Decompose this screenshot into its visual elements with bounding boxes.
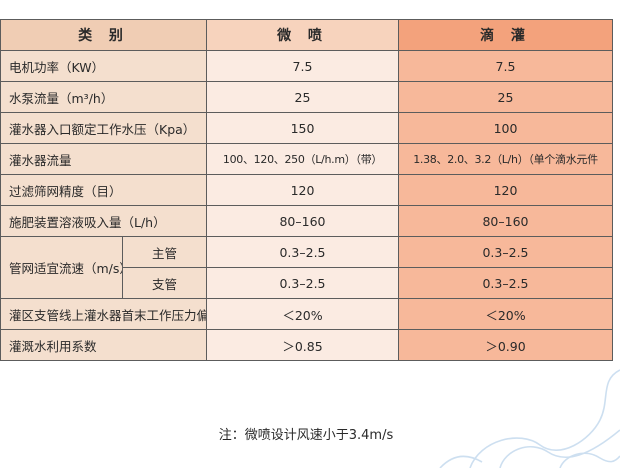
micro-value: 80–160 bbox=[206, 205, 399, 237]
row-label: 灌溉水利用系数 bbox=[0, 329, 207, 361]
row-label: 灌区支管线上灌水器首末工作压力偏差 bbox=[0, 298, 207, 330]
drip-value: 7.5 bbox=[398, 50, 613, 82]
header-micro-spray: 微 喷 bbox=[206, 19, 399, 51]
micro-value: ＞0.85 bbox=[206, 329, 399, 361]
table-row: 灌水器入口额定工作水压（Kpa） 150 100 bbox=[0, 112, 613, 144]
micro-value: 120 bbox=[206, 174, 399, 206]
row-label: 过滤筛网精度（目） bbox=[0, 174, 207, 206]
pipe-velocity-label: 管网适宜流速（m/s） bbox=[0, 236, 123, 299]
table-row: 灌区支管线上灌水器首末工作压力偏差 ＜20% ＜20% bbox=[0, 298, 613, 330]
table-row: 水泵流量（m³/h） 25 25 bbox=[0, 81, 613, 113]
branch-pipe-label: 支管 bbox=[122, 267, 207, 299]
drip-value: 25 bbox=[398, 81, 613, 113]
drip-value: 120 bbox=[398, 174, 613, 206]
header-drip-irrigation: 滴 灌 bbox=[398, 19, 613, 51]
header-category: 类 别 bbox=[0, 19, 207, 51]
drip-value: 80–160 bbox=[398, 205, 613, 237]
main-pipe-drip-value: 0.3–2.5 bbox=[398, 236, 613, 268]
table-row: 施肥装置溶液吸入量（L/h） 80–160 80–160 bbox=[0, 205, 613, 237]
table-row: 管网适宜流速（m/s） 主管 0.3–2.5 0.3–2.5 bbox=[0, 236, 613, 299]
table-row: 电机功率（KW） 7.5 7.5 bbox=[0, 50, 613, 82]
drip-value: ＜20% bbox=[398, 298, 613, 330]
branch-pipe-drip-value: 0.3–2.5 bbox=[398, 267, 613, 299]
micro-value: 100、120、250（L/h.m）（带） bbox=[206, 143, 399, 175]
micro-value: ＜20% bbox=[206, 298, 399, 330]
row-label: 灌水器入口额定工作水压（Kpa） bbox=[0, 112, 207, 144]
row-label: 水泵流量（m³/h） bbox=[0, 81, 207, 113]
table-row: 灌溉水利用系数 ＞0.85 ＞0.90 bbox=[0, 329, 613, 361]
table-row: 灌水器流量 100、120、250（L/h.m）（带） 1.38、2.0、3.2… bbox=[0, 143, 613, 175]
row-label: 施肥装置溶液吸入量（L/h） bbox=[0, 205, 207, 237]
drip-value: 100 bbox=[398, 112, 613, 144]
table-row: 过滤筛网精度（目） 120 120 bbox=[0, 174, 613, 206]
table-row: 支管 0.3–2.5 0.3–2.5 bbox=[1, 267, 613, 299]
row-label: 灌水器流量 bbox=[0, 143, 207, 175]
main-pipe-label: 主管 bbox=[122, 236, 207, 268]
micro-value: 150 bbox=[206, 112, 399, 144]
irrigation-parameter-table: 类 别 微 喷 滴 灌 电机功率（KW） 7.5 7.5 水泵流量（m³/h） … bbox=[0, 19, 613, 361]
table-footnote: 注：微喷设计风速小于3.4m/s bbox=[218, 428, 394, 443]
branch-pipe-micro-value: 0.3–2.5 bbox=[206, 267, 399, 299]
main-pipe-micro-value: 0.3–2.5 bbox=[206, 236, 399, 268]
drip-value: 1.38、2.0、3.2（L/h）（单个滴水元件 bbox=[398, 143, 613, 175]
table-header-row: 类 别 微 喷 滴 灌 bbox=[0, 19, 613, 51]
micro-value: 25 bbox=[206, 81, 399, 113]
drip-value: ＞0.90 bbox=[398, 329, 613, 361]
row-label: 电机功率（KW） bbox=[0, 50, 207, 82]
parameter-table-container: 类 别 微 喷 滴 灌 电机功率（KW） 7.5 7.5 水泵流量（m³/h） … bbox=[0, 19, 613, 361]
micro-value: 7.5 bbox=[206, 50, 399, 82]
